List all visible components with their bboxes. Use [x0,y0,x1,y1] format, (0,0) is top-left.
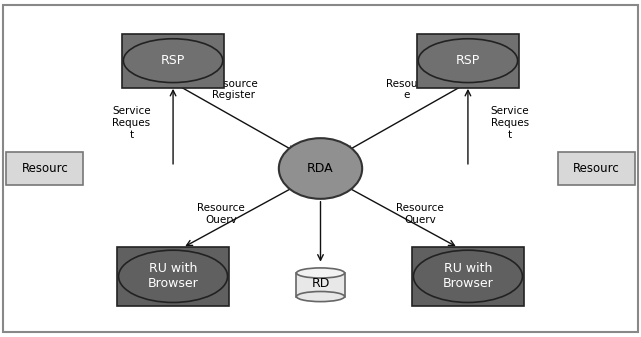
FancyBboxPatch shape [6,152,83,185]
Text: Resource
Ouerv: Resource Ouerv [396,203,444,225]
FancyBboxPatch shape [558,152,635,185]
FancyBboxPatch shape [412,247,524,306]
Text: RDA: RDA [307,162,334,175]
Ellipse shape [413,250,522,303]
Text: RSP: RSP [456,54,480,67]
Ellipse shape [296,292,345,302]
Text: Resource
Ouerv: Resource Ouerv [197,203,245,225]
FancyBboxPatch shape [417,34,519,88]
Ellipse shape [119,250,228,303]
Text: Resourc
e: Resourc e [387,79,428,100]
FancyBboxPatch shape [122,34,224,88]
Text: Resource
Register: Resource Register [210,79,258,100]
Text: RD: RD [312,277,329,289]
FancyBboxPatch shape [117,247,229,306]
Text: RU with
Browser: RU with Browser [442,262,494,290]
Text: RSP: RSP [161,54,185,67]
Bar [297,273,345,297]
Ellipse shape [279,138,362,199]
Ellipse shape [296,268,345,278]
Text: Resourc: Resourc [22,162,68,175]
Ellipse shape [124,39,223,83]
Text: Resourc: Resourc [573,162,619,175]
Text: RU with
Browser: RU with Browser [147,262,199,290]
Ellipse shape [418,39,518,83]
Text: Service
Reques
t: Service Reques t [112,106,151,140]
Text: Service
Reques
t: Service Reques t [490,106,529,140]
